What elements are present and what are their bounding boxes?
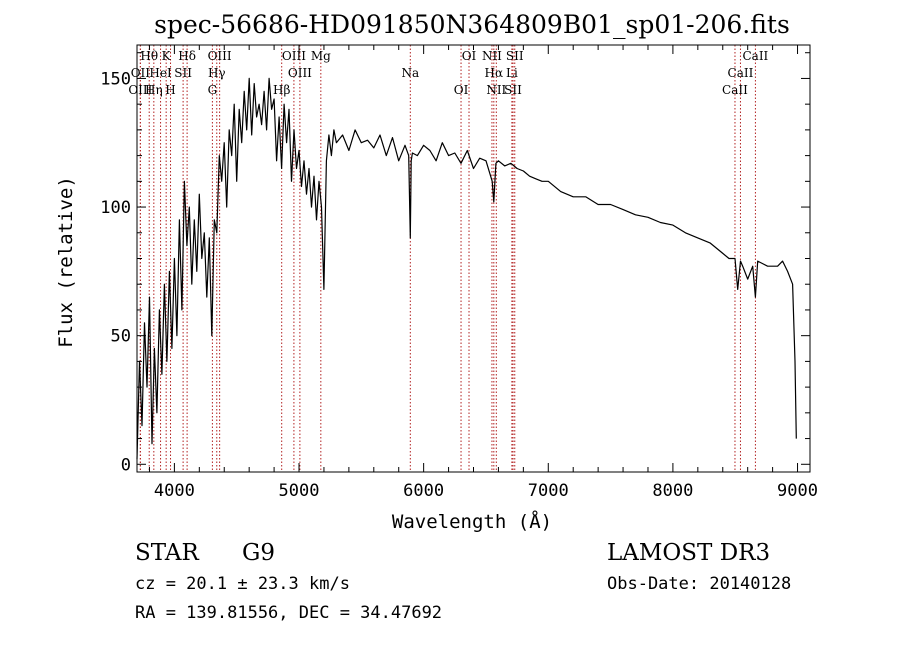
line-label: OII xyxy=(131,66,151,80)
y-axis-label: Flux (relative) xyxy=(55,176,77,348)
spectral-subclass: G9 xyxy=(242,540,276,566)
y-tick-label: 100 xyxy=(100,198,131,218)
line-label: OIII xyxy=(208,49,232,63)
sky-coordinates: RA = 139.81556, DEC = 34.47692 xyxy=(135,603,443,623)
line-label: H xyxy=(165,83,175,97)
line-label: CaII xyxy=(722,83,748,97)
line-label: SII xyxy=(504,83,522,97)
line-label: Hδ xyxy=(178,49,196,63)
line-label: Mg xyxy=(311,49,331,63)
x-tick-label: 7000 xyxy=(528,481,569,501)
y-tick-label: 150 xyxy=(100,69,131,89)
y-tick-label: 0 xyxy=(121,455,131,475)
x-axis-label: Wavelength (Å) xyxy=(392,510,552,533)
x-tick-label: 8000 xyxy=(652,481,693,501)
spectrum-line xyxy=(136,77,797,460)
object-class: STAR xyxy=(135,540,199,566)
line-label: NII xyxy=(486,83,506,97)
survey-name: LAMOST DR3 xyxy=(607,540,771,566)
line-label-layer: Hθ OII OIII K HeI Hη Hδ SII H OIII Hγ G OIII OIII Hβ Mg… xyxy=(128,49,768,97)
line-label: OI xyxy=(462,49,477,63)
line-label: OIII xyxy=(128,83,152,97)
line-label: K xyxy=(162,49,172,63)
line-label: HeI xyxy=(149,66,172,80)
line-label: OIII xyxy=(282,49,306,63)
line-label: Hθ xyxy=(140,49,158,63)
chart-title: spec-56686-HD091850N364809B01_sp01-206.f… xyxy=(154,10,790,39)
line-label: SII xyxy=(174,66,192,80)
line-label: OIII xyxy=(288,66,312,80)
y-tick-label: 50 xyxy=(111,327,131,347)
line-label: G xyxy=(208,83,218,97)
line-label: Hη xyxy=(145,83,163,97)
line-label: SII xyxy=(506,49,524,63)
redshift-velocity: cz = 20.1 ± 23.3 km/s xyxy=(135,574,350,594)
y-axis: 0 50 100 150 xyxy=(100,52,810,475)
line-label: NII xyxy=(482,49,502,63)
plot-frame xyxy=(136,44,811,473)
observation-date: Obs-Date: 20140128 xyxy=(607,574,792,594)
line-label: CaII xyxy=(742,49,768,63)
line-label: CaII xyxy=(728,66,754,80)
x-tick-label: 6000 xyxy=(403,481,444,501)
line-label: Hγ xyxy=(208,66,226,80)
x-tick-label: 9000 xyxy=(777,481,818,501)
line-marker-layer xyxy=(139,45,756,472)
x-axis: 4000 5000 6000 7000 8000 9000 xyxy=(148,45,818,501)
line-label: Hα xyxy=(485,66,504,80)
line-label: Hβ xyxy=(273,83,290,97)
x-tick-label: 5000 xyxy=(279,481,320,501)
line-label: Li xyxy=(506,66,518,80)
x-tick-label: 4000 xyxy=(154,481,195,501)
line-label: OI xyxy=(454,83,469,97)
line-label: Na xyxy=(401,66,419,80)
